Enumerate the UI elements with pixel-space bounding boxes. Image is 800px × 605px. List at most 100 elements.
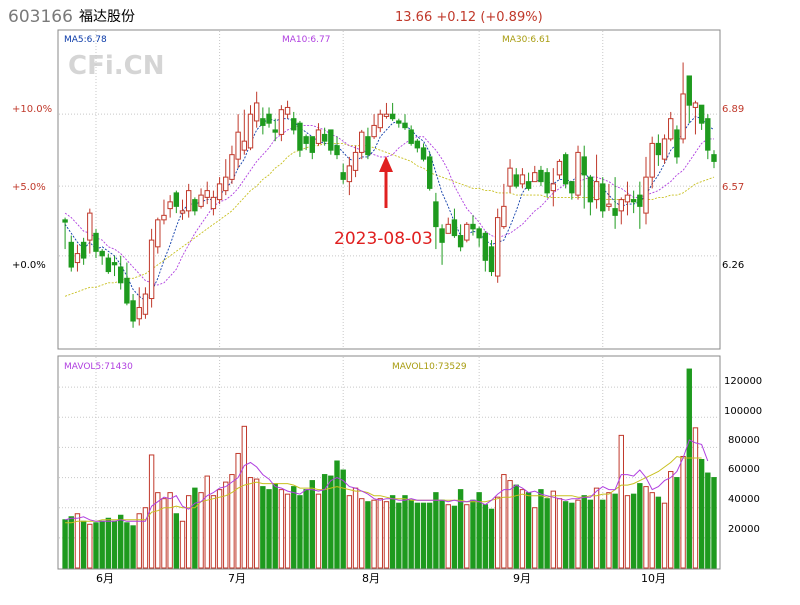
candle-up — [179, 210, 186, 214]
candle-down — [68, 241, 74, 268]
candle-down — [365, 136, 371, 156]
volume-bar-down — [266, 489, 272, 569]
volume-bar-down — [433, 492, 439, 569]
volume-bar-down — [457, 489, 464, 569]
candle-down — [80, 241, 87, 259]
volume-bar-up — [161, 498, 167, 569]
volume-bar-up — [624, 495, 631, 569]
candle-down — [439, 228, 445, 243]
volume-bar-up — [241, 425, 248, 569]
volume-bar-down — [587, 499, 594, 569]
candle-up — [216, 183, 223, 201]
volume-bar-down — [451, 505, 458, 569]
candle-down — [192, 199, 198, 212]
candle-down — [99, 250, 105, 257]
candle-down — [334, 145, 340, 156]
candle-down — [600, 183, 606, 212]
volume-bar-up — [235, 452, 241, 569]
volume-bar-down — [414, 502, 421, 569]
volume-bar-down — [80, 520, 87, 569]
volume-tick-label: 80000 — [728, 435, 760, 446]
candle-up — [377, 113, 383, 129]
candle-down — [396, 120, 402, 124]
candle-down — [303, 136, 309, 144]
candle-up — [74, 253, 81, 264]
volume-bar-down — [427, 502, 433, 569]
volume-bar-up — [223, 481, 229, 569]
month-label: 8月 — [362, 572, 380, 585]
candle-up — [606, 203, 612, 207]
volume-bar-up — [371, 499, 377, 569]
candle-down — [457, 235, 464, 248]
candle-down — [427, 156, 433, 189]
candle-up — [593, 181, 600, 201]
candle-down — [309, 136, 315, 153]
candle-down — [451, 219, 458, 237]
volume-bar-up — [210, 495, 217, 569]
candle-up — [155, 219, 161, 248]
candle-down — [93, 232, 99, 252]
candle-down — [476, 228, 482, 239]
candle-up — [352, 151, 359, 171]
candle-down — [482, 232, 489, 261]
candle-down — [587, 176, 594, 203]
volume-legend-mavol10: MAVOL10:73529 — [392, 362, 467, 372]
volume-bar-up — [550, 490, 557, 569]
volume-bar-up — [668, 471, 674, 569]
volume-bar-down — [439, 499, 445, 569]
volume-bar-down — [630, 493, 637, 569]
candle-down — [637, 194, 643, 207]
volume-bar-up — [507, 480, 513, 569]
ma10-line — [64, 124, 714, 286]
candle-down — [173, 192, 180, 207]
candle-down — [297, 122, 303, 151]
candle-up — [575, 151, 581, 196]
volume-bar-down — [309, 480, 315, 569]
date-annotation: 2023-08-03 — [334, 156, 433, 249]
volume-bar-down — [637, 483, 643, 569]
candle-up — [618, 199, 624, 212]
candle-up — [359, 131, 365, 153]
candle-up — [680, 93, 686, 140]
volume-bar-up — [519, 489, 526, 569]
volume-bar-up — [179, 520, 186, 569]
volume-bar-down — [674, 477, 680, 569]
volume-bar-up — [494, 496, 501, 569]
candle-up — [235, 131, 241, 160]
ma5-line — [64, 115, 715, 302]
volume-bar-up — [649, 492, 655, 569]
volume-bar-down — [99, 520, 105, 569]
month-label: 10月 — [641, 572, 666, 585]
volume-bar-up — [556, 498, 563, 569]
volume-bar-up — [352, 487, 359, 569]
mavol5-line — [64, 439, 709, 522]
volume-bar-down — [569, 502, 575, 569]
volume-bar-up — [198, 492, 204, 569]
volume-bar-down — [402, 495, 408, 569]
candle-down — [544, 172, 550, 194]
candle-up — [445, 223, 451, 234]
price-legend-ma30: MA30:6.61 — [502, 35, 550, 45]
volume-bar-up — [532, 507, 538, 569]
candle-up — [494, 217, 501, 277]
ma30-line — [64, 142, 715, 297]
price-legend-ma5: MA5:6.78 — [64, 35, 107, 45]
candle-up — [519, 174, 526, 185]
candle-up — [464, 223, 470, 241]
watermark: CFi.CN — [68, 51, 164, 81]
candle-down — [562, 154, 569, 185]
right-tick-label: 6.57 — [722, 182, 744, 193]
candle-up — [532, 172, 538, 183]
volume-bar-down — [111, 520, 118, 569]
volume-bar-up — [377, 498, 383, 569]
candle-down — [420, 147, 427, 160]
candle-up — [161, 214, 167, 221]
candle-down — [705, 118, 711, 151]
stock-quote: 13.66 +0.12 (+0.89%) — [395, 10, 543, 25]
candle-down — [538, 169, 544, 183]
volume-bar-down — [408, 499, 414, 569]
candle-up — [87, 212, 93, 241]
candle-up — [643, 176, 649, 214]
volume-legend-mavol5: MAVOL5:71430 — [64, 362, 133, 372]
volume-bar-down — [488, 508, 495, 569]
